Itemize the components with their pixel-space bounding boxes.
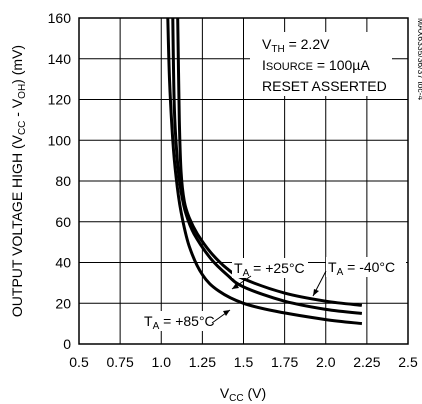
y-tick-label: 100 (48, 132, 72, 148)
leader-25c-arrow (232, 283, 239, 289)
label-85c-bg (142, 311, 220, 331)
y-tick-label: 160 (48, 10, 72, 26)
y-tick-label: 60 (55, 214, 71, 230)
x-tick-label: 2.25 (353, 354, 380, 370)
y-tick-label: 140 (48, 51, 72, 67)
y-tick-label: 20 (55, 295, 71, 311)
x-tick-label: 1.25 (189, 354, 216, 370)
x-tick-label: 1.75 (271, 354, 298, 370)
y-axis-title: OUTPUT VOLTAGE HIGH (VCC - VOH) (mV) (9, 45, 28, 317)
plot-frame (78, 17, 409, 345)
series-line-taminus40c (176, 18, 363, 307)
x-axis-title: VCC (V) (220, 385, 266, 404)
y-tick-label: 120 (48, 92, 72, 108)
conditions-box-bg (250, 32, 392, 96)
series (166, 18, 363, 326)
y-tick-label: 80 (55, 173, 71, 189)
x-tick-label: 2.5 (398, 354, 418, 370)
leader-85c-arrow (223, 310, 230, 316)
label-ta-85c: TA = +85°C (144, 313, 215, 332)
x-tick-label: 0.75 (107, 354, 134, 370)
y-tick-label: 0 (63, 336, 71, 352)
figure-id: MAX6335/36/37 toc-4 (416, 18, 422, 100)
x-tick-label: 1.0 (152, 354, 172, 370)
label-40c-bg (326, 257, 406, 277)
series-line-taplus25c (171, 18, 363, 315)
tick-labels: 0.5 0.75 1.0 1.25 1.5 1.75 2.0 2.25 2.5 0 20 40 60 80… (48, 10, 418, 370)
x-tick-label: 1.5 (234, 354, 254, 370)
condition-isource: ISOURCE = 100µA (262, 57, 370, 73)
condition-reset: RESET ASSERTED (262, 78, 387, 94)
x-tick-label: 2.0 (316, 354, 336, 370)
label-ta-25c: TA = +25°C (234, 260, 305, 279)
series-line-taplus85c (166, 18, 363, 326)
x-tick-label: 0.5 (69, 354, 89, 370)
label-25c-bg (232, 258, 308, 278)
leader-40c-arrow (313, 289, 319, 296)
label-ta-minus40c: TA = -40°C (328, 259, 395, 278)
y-tick-label: 40 (55, 255, 71, 271)
